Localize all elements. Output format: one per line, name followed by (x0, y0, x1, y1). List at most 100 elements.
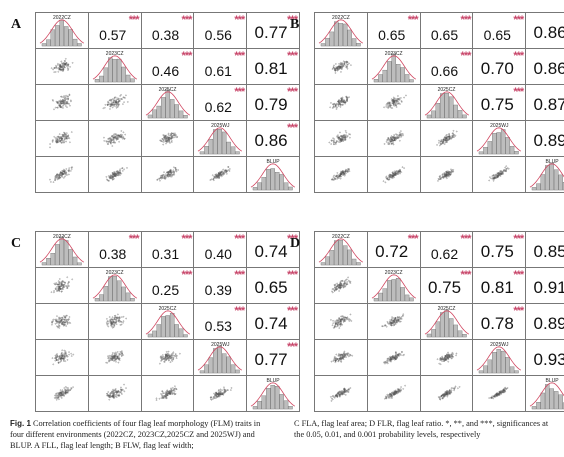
scatter-point (450, 391, 452, 394)
scatter-plot (50, 58, 74, 73)
scatter-point (491, 175, 494, 177)
scatter-point (71, 278, 74, 281)
scatter-point (386, 106, 389, 108)
histogram-bar (204, 364, 210, 374)
scatter-point (110, 356, 113, 359)
scatter-point (57, 141, 60, 143)
scatter-point (166, 353, 168, 356)
scatter-point (56, 355, 59, 357)
scatter-point (111, 104, 113, 106)
scatter-point (218, 173, 221, 175)
scatter-point (391, 319, 394, 322)
scatter-point (119, 98, 122, 100)
scatter-point (166, 355, 169, 357)
scatter-point (120, 133, 122, 136)
scatter-point (108, 180, 110, 182)
scatter-point (121, 167, 123, 170)
scatter-point (56, 173, 58, 176)
scatter-point (386, 361, 389, 363)
scatter-point (346, 65, 348, 68)
scatter-point (395, 320, 398, 322)
scatter-point (342, 355, 344, 357)
scatter-point (349, 354, 351, 357)
correlation-cell: 0.40 *** (194, 232, 248, 268)
scatter-point (161, 390, 163, 392)
histogram-bar (356, 262, 361, 266)
histogram-bar (72, 256, 78, 266)
scatter-point (111, 145, 113, 147)
scatter-point (335, 104, 337, 106)
histogram-bar (373, 298, 379, 302)
scatter-point (163, 177, 165, 180)
scatter-point (386, 321, 388, 323)
histogram-bar (395, 278, 401, 302)
density-curve (529, 382, 564, 407)
significance-stars: *** (287, 14, 298, 26)
scatter-point (214, 397, 217, 399)
scatter-point (111, 178, 114, 181)
scatter-point (125, 317, 127, 320)
scatter-cell (420, 376, 474, 412)
scatter-point (165, 140, 167, 142)
scatter-point (120, 321, 122, 323)
scatter-point (108, 139, 110, 142)
histogram-bar (165, 89, 170, 119)
scatter-point (344, 170, 347, 173)
histogram-bar (545, 165, 550, 191)
scatter-point (334, 323, 337, 326)
scatter-point (445, 139, 447, 142)
panel-b: B 2022CZ0.65***0.65***0.65***0.86***2023… (290, 12, 564, 193)
scatter-point (504, 391, 507, 393)
scatter-point (67, 69, 69, 71)
scatter-point (345, 65, 347, 67)
scatter-point (341, 138, 343, 141)
scatter-point (391, 175, 393, 178)
scatter-point (333, 290, 336, 292)
scatter-point (113, 105, 115, 107)
scatter-point (63, 349, 66, 352)
scatter-point (222, 392, 225, 394)
scatter-point (69, 104, 71, 107)
histogram (250, 163, 296, 191)
scatter-point (115, 357, 118, 360)
histogram-bar (231, 364, 236, 374)
density-curve (424, 310, 469, 335)
histogram-bar (151, 330, 157, 338)
scatter-point (444, 170, 447, 173)
scatter-point (109, 321, 112, 323)
histogram-bar (501, 350, 506, 374)
scatter-point (339, 392, 342, 394)
scatter-plot (383, 384, 406, 400)
scatter-point (399, 171, 401, 173)
scatter-point (344, 285, 347, 288)
scatter-point (111, 139, 113, 141)
scatter-point (340, 320, 342, 323)
scatter-point (386, 359, 388, 362)
histogram-bar (430, 110, 436, 119)
scatter-point (172, 171, 175, 173)
variable-label: 2025CZ (158, 306, 177, 312)
scatter-point (53, 67, 56, 69)
scatter-point (107, 359, 110, 362)
scatter-point (55, 319, 57, 321)
scatter-point (333, 325, 336, 327)
scatter-point (162, 134, 164, 136)
scatter-point (348, 281, 351, 283)
scatter-point (113, 354, 116, 357)
scatter-point (60, 319, 63, 321)
scatter-point (443, 395, 446, 398)
correlation-value: 0.61 (204, 63, 232, 79)
scatter-point (52, 100, 54, 102)
correlation-value: 0.86 (533, 23, 564, 42)
scatter-plot (330, 313, 353, 329)
scatter-point (345, 136, 347, 139)
scatter-point (106, 355, 109, 358)
scatter-point (61, 172, 63, 174)
histogram (250, 382, 296, 410)
correlation-value: 0.78 (480, 314, 514, 333)
scatter-point (69, 141, 71, 144)
scatter-point (124, 133, 126, 136)
scatter-point (344, 139, 347, 141)
scatter-point (161, 358, 164, 360)
correlation-cell: 0.57 *** (88, 13, 142, 49)
